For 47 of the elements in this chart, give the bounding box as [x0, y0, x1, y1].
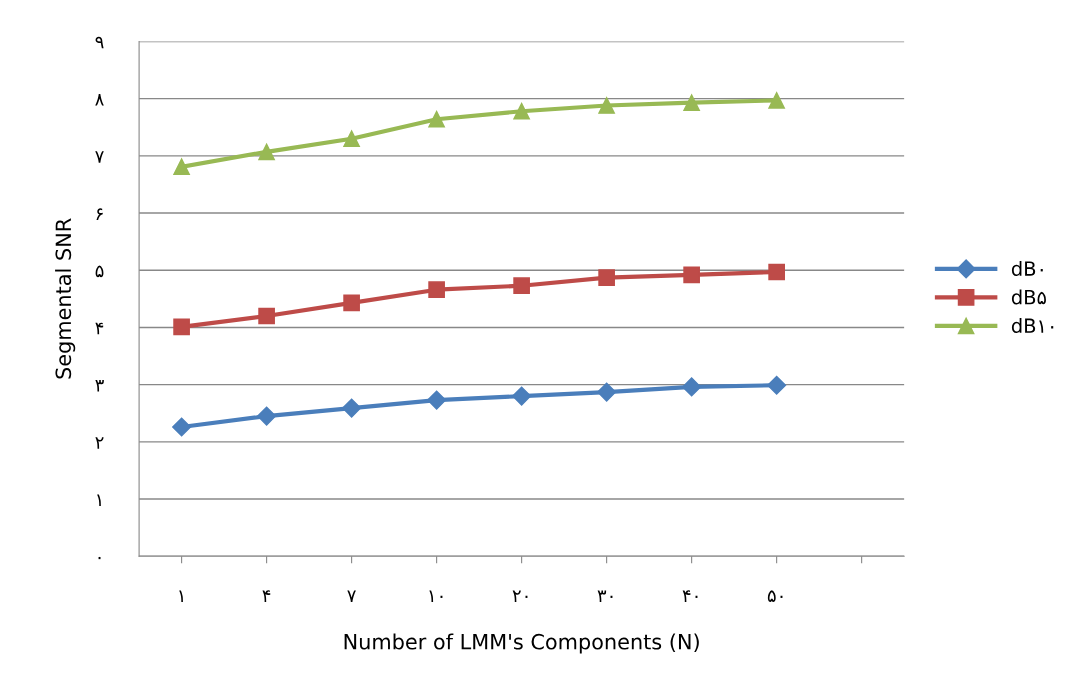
point: [513, 102, 530, 120]
point: [342, 398, 362, 418]
point: [428, 281, 445, 299]
y-tick-label: ۰: [98, 556, 101, 560]
x-tick-label: ۱: [179, 590, 183, 602]
y-tick-label: ۴: [95, 322, 104, 335]
x-tick-label: ۳۰: [597, 590, 613, 602]
point: [512, 386, 532, 406]
point: [598, 97, 615, 114]
y-tick-label: ۷: [95, 151, 104, 163]
y-tick-label: ۵: [95, 265, 104, 278]
y-tick-label: ۳: [95, 380, 104, 392]
x-tick-label: ۱۰: [429, 590, 443, 602]
x-tick-label: ۴: [262, 590, 271, 602]
point: [683, 266, 700, 284]
point: [597, 382, 617, 402]
point: [257, 406, 277, 426]
y-axis-title: Segmental SNR: [55, 218, 76, 379]
point: [427, 390, 447, 410]
x-tick-label: ۲۰: [512, 590, 528, 602]
point: [258, 143, 275, 161]
y-tick-label: ۱: [97, 494, 101, 506]
point: [343, 130, 360, 148]
y-tick-label: ۲: [95, 437, 104, 449]
x-axis-title: Number of LMM's Components (N): [344, 633, 699, 654]
point: [173, 318, 190, 336]
y-tick-label: ۹: [95, 36, 104, 49]
point: [683, 94, 700, 111]
point: [682, 377, 702, 397]
legend-label: dB۰: [1011, 260, 1043, 276]
point: [173, 158, 190, 176]
point: [428, 110, 445, 128]
point: [343, 294, 360, 312]
legend-label: dB۵: [1011, 289, 1046, 305]
y-tick-label: ۸: [95, 94, 104, 106]
point: [258, 307, 275, 325]
x-tick-label: ۴۰: [682, 590, 698, 602]
legend-label: dB۱۰: [1011, 317, 1054, 334]
point: [767, 375, 787, 395]
point: [172, 417, 192, 437]
x-tick-label: ۷: [347, 590, 356, 602]
point: [768, 263, 785, 281]
point: [513, 277, 530, 295]
point: [768, 92, 785, 109]
y-tick-label: ۶: [96, 208, 103, 220]
x-tick-label: ۵۰: [767, 590, 783, 603]
point: [598, 269, 615, 287]
